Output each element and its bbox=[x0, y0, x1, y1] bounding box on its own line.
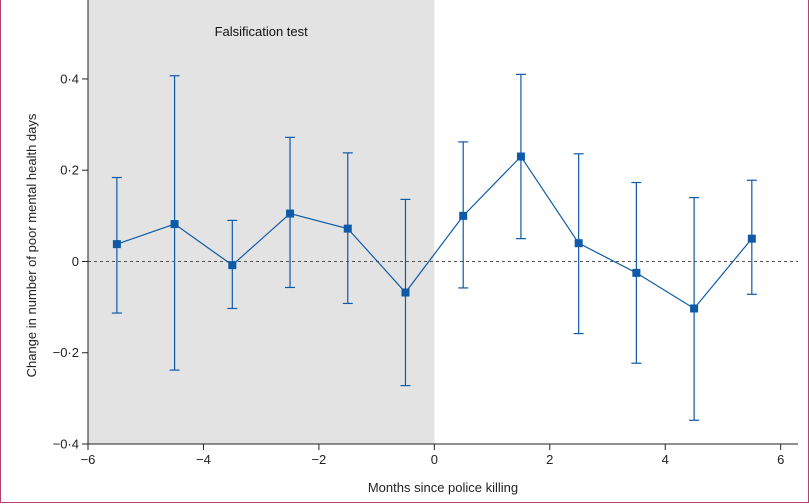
data-point-marker bbox=[286, 209, 295, 218]
data-point-marker bbox=[401, 288, 410, 297]
data-point-marker bbox=[343, 224, 352, 233]
x-tick-label: −2 bbox=[311, 452, 326, 467]
series-layer bbox=[111, 73, 757, 421]
data-point-marker bbox=[459, 211, 468, 220]
axes-layer bbox=[82, 0, 798, 450]
data-point-marker bbox=[112, 240, 121, 249]
text-layer: Falsification test −0·4 −0·2 0 0·2 0·4 −6 −4 −2 0… bbox=[24, 24, 784, 495]
x-tick-label: −4 bbox=[196, 452, 211, 467]
data-point-marker bbox=[170, 220, 179, 229]
falsification-shaded-region bbox=[88, 0, 435, 444]
x-tick-label: 2 bbox=[546, 452, 553, 467]
data-point-marker bbox=[632, 268, 641, 277]
x-tick-label: 4 bbox=[662, 452, 669, 467]
shaded-region-label: Falsification test bbox=[215, 24, 309, 39]
data-point-marker bbox=[516, 152, 525, 161]
shaded-region-layer bbox=[88, 0, 435, 444]
series-line bbox=[116, 155, 753, 310]
y-tick-label: −0·2 bbox=[53, 345, 79, 360]
y-tick-label: 0·4 bbox=[60, 71, 79, 86]
x-axis-title: Months since police killing bbox=[368, 480, 518, 495]
data-point-marker bbox=[574, 239, 583, 248]
x-tick-label: −6 bbox=[81, 452, 96, 467]
x-tick-label: 0 bbox=[431, 452, 438, 467]
y-axis-title: Change in number of poor mental health d… bbox=[24, 113, 39, 377]
data-point-marker bbox=[228, 261, 237, 270]
y-tick-label: 0 bbox=[72, 254, 79, 269]
y-tick-label: −0·4 bbox=[53, 437, 79, 452]
data-point-marker bbox=[747, 234, 756, 243]
y-tick-label: 0·2 bbox=[60, 163, 79, 178]
x-tick-label: 6 bbox=[777, 452, 784, 467]
data-point-marker bbox=[690, 304, 699, 313]
